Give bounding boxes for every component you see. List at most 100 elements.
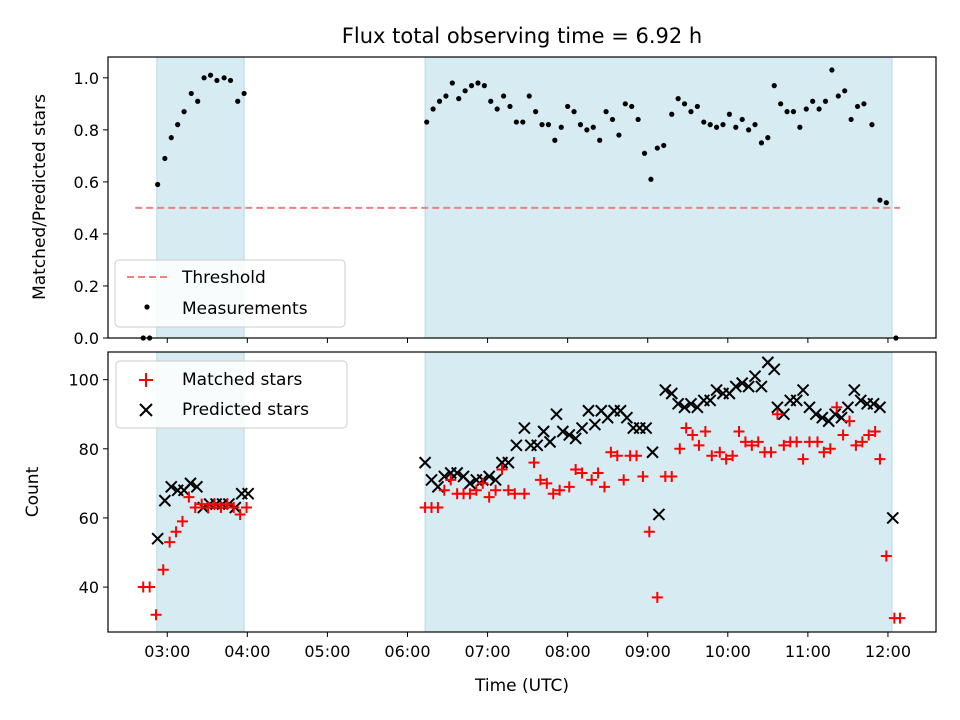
predicted-star-point	[848, 383, 861, 397]
measurement-point	[221, 75, 227, 81]
matched-star-point	[576, 467, 588, 479]
matched-star-point	[202, 502, 214, 514]
measurement-point	[771, 83, 777, 89]
matched-star-point	[863, 429, 875, 441]
bottom-y-ticks: 40 60 80 100	[68, 371, 108, 597]
top-y-tick-label: 0.6	[74, 173, 99, 192]
matched-star-point	[714, 446, 726, 458]
bottom-legend-frame	[115, 360, 348, 429]
legend-matched-label: Matched stars	[182, 370, 302, 390]
measurement-point	[520, 119, 526, 125]
predicted-star-point	[841, 401, 855, 414]
x-tick-label: 06:00	[384, 642, 430, 661]
x-tick-label: 08:00	[545, 642, 591, 661]
matched-star-point	[189, 502, 201, 514]
matched-star-point	[563, 481, 575, 493]
predicted-star-point	[510, 439, 523, 452]
predicted-star-point	[620, 411, 634, 424]
matched-star-point	[592, 467, 604, 479]
x-tick-label: 09:00	[625, 642, 671, 661]
predicted-star-point	[639, 421, 653, 435]
matched-star-point	[874, 453, 886, 465]
matched-star-point	[150, 609, 162, 621]
measurement-point	[168, 135, 174, 141]
predicted-star-point	[502, 456, 515, 469]
measurement-point	[241, 90, 247, 97]
matched-star-point	[483, 491, 495, 503]
matched-star-point	[720, 453, 732, 465]
top-y-tick-label: 0.4	[74, 225, 99, 244]
measurement-point	[835, 93, 841, 99]
predicted-star-point	[886, 511, 899, 525]
predicted-star-point	[671, 397, 685, 411]
measurement-point	[571, 109, 577, 115]
measurement-point	[848, 116, 854, 123]
measurement-point	[810, 98, 816, 104]
matched-star-point	[837, 429, 849, 441]
predicted-star-point	[518, 421, 531, 435]
top-axes-frame	[107, 56, 937, 339]
measurement-point	[784, 109, 790, 115]
matched-star-point	[164, 536, 176, 548]
matched-star-point	[818, 446, 830, 458]
matched-star-point	[215, 502, 227, 514]
measurement-point	[207, 72, 214, 78]
matched-star-point	[445, 474, 457, 486]
measurement-point	[162, 155, 168, 162]
measurement-point	[201, 75, 207, 81]
predicted-star-point	[531, 439, 544, 452]
matched-star-point	[706, 450, 718, 462]
predicted-star-point	[748, 369, 762, 383]
predicted-star-point	[742, 380, 755, 393]
matched-star-point	[490, 484, 502, 496]
matched-star-point	[699, 426, 711, 438]
predicted-star-point	[729, 380, 743, 393]
matched-star-point	[234, 508, 246, 520]
measurement-point	[456, 96, 462, 102]
x-tick-label: 04:00	[224, 642, 270, 661]
matched-star-point	[464, 488, 476, 500]
predicted-star-point	[755, 380, 768, 393]
matched-star-point	[541, 477, 553, 489]
measurement-point	[669, 111, 675, 117]
predicted-star-point	[151, 532, 164, 545]
measurement-point	[616, 132, 622, 138]
matched-star-point	[797, 453, 809, 465]
measurement-point	[701, 119, 707, 125]
measurement-point	[688, 109, 694, 115]
top-y-tick-label: 0.0	[74, 329, 99, 348]
measurement-points	[140, 67, 899, 341]
top-shaded-intervals	[156, 56, 893, 339]
measurement-point	[430, 106, 436, 112]
legend-predicted-swatch	[139, 403, 153, 417]
matched-star-point	[209, 498, 221, 510]
predicted-star-point	[684, 397, 698, 411]
legend-predicted-label: Predicted stars	[182, 400, 309, 420]
x-tick-label: 07:00	[465, 642, 511, 661]
measurement-point	[227, 77, 234, 84]
matched-star-point	[831, 401, 843, 413]
measurement-point	[195, 98, 201, 104]
measurement-point	[752, 122, 758, 128]
x-tick-label: 03:00	[144, 642, 190, 661]
x-axis-label: Time (UTC)	[474, 676, 569, 696]
matched-star-point	[771, 408, 783, 420]
measurement-point	[816, 106, 822, 112]
matched-star-point	[651, 591, 663, 603]
measurement-point	[565, 103, 571, 110]
predicted-star-point	[768, 363, 781, 376]
measurement-point	[726, 111, 733, 117]
matched-star-point	[856, 436, 868, 448]
matched-star-point	[880, 550, 892, 562]
matched-star-point	[765, 446, 777, 458]
top-y-tick-label: 1.0	[74, 69, 99, 88]
bottom-y-tick-label: 40	[79, 578, 99, 597]
measurement-point	[590, 124, 596, 130]
measurement-point	[746, 127, 752, 133]
predicted-star-point	[816, 411, 829, 424]
chart-title: Flux total observing time = 6.92 h	[342, 24, 702, 48]
measurement-point	[539, 122, 545, 128]
predicted-star-point	[543, 435, 557, 449]
predicted-star-point	[678, 401, 691, 414]
